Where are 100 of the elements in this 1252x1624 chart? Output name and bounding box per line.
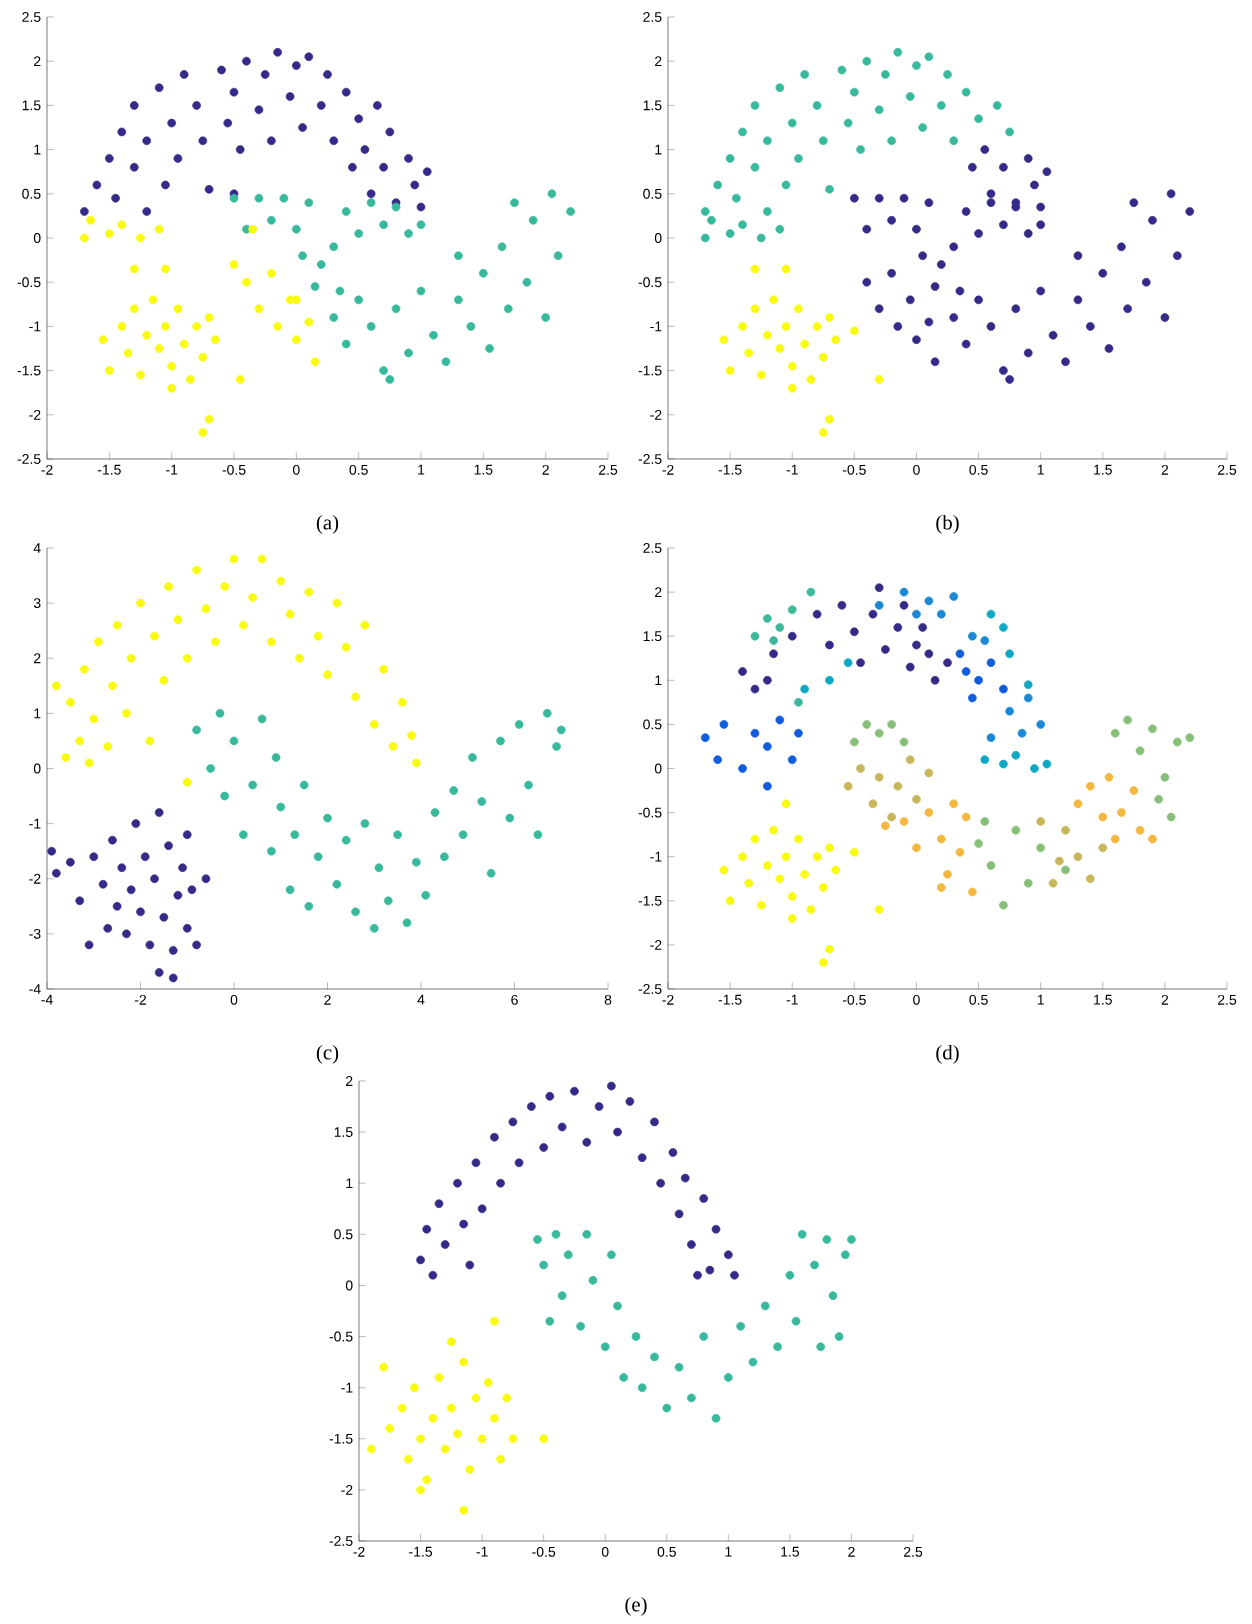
- y-tick-label: 1.5: [334, 1127, 353, 1137]
- point: [924, 649, 934, 659]
- point: [974, 114, 983, 123]
- point: [1023, 693, 1033, 703]
- point: [600, 1342, 610, 1352]
- point: [825, 843, 834, 853]
- point: [862, 56, 872, 66]
- y-tick-label: -1: [650, 321, 662, 332]
- x-tick-label: -2: [662, 994, 674, 1005]
- point: [459, 1505, 468, 1515]
- point: [874, 772, 884, 782]
- point: [503, 304, 513, 314]
- point: [150, 631, 159, 641]
- y-tick-label: 1.5: [643, 100, 662, 111]
- text: (a): [316, 514, 339, 534]
- point: [999, 759, 1008, 769]
- point: [140, 852, 150, 862]
- point: [385, 127, 395, 137]
- point: [466, 322, 476, 331]
- point: [267, 215, 276, 225]
- point: [986, 658, 996, 667]
- point: [316, 101, 326, 110]
- point: [385, 375, 395, 384]
- point: [1129, 786, 1139, 795]
- point: [168, 946, 178, 955]
- point: [533, 830, 543, 839]
- point: [483, 1378, 493, 1387]
- point: [335, 286, 345, 296]
- point: [103, 924, 113, 933]
- x-tick-label: 1.5: [1094, 994, 1112, 1005]
- x-tick-label: 1: [418, 464, 425, 475]
- y-tick-label: 0: [33, 763, 41, 774]
- point: [625, 1097, 635, 1106]
- point: [674, 1209, 684, 1219]
- point: [179, 70, 189, 79]
- y-tick-label: -1: [29, 321, 41, 332]
- point: [850, 87, 859, 97]
- point: [843, 781, 853, 791]
- point: [454, 251, 463, 261]
- point: [687, 1393, 696, 1403]
- point: [825, 313, 834, 322]
- point: [220, 582, 229, 591]
- point: [822, 1235, 832, 1244]
- point: [379, 220, 388, 230]
- x-tick-label: 4: [417, 994, 425, 1005]
- y-tick-label: 2: [34, 653, 41, 664]
- point: [273, 322, 282, 331]
- point: [1073, 799, 1083, 809]
- point: [763, 742, 772, 751]
- point: [943, 658, 952, 667]
- point: [360, 819, 370, 828]
- point: [874, 728, 884, 738]
- point: [313, 631, 323, 641]
- point: [769, 295, 778, 305]
- point: [391, 202, 401, 212]
- point: [818, 136, 828, 146]
- point: [887, 720, 896, 729]
- point: [351, 907, 360, 917]
- point: [527, 1102, 536, 1111]
- point: [104, 366, 114, 375]
- point: [164, 582, 173, 591]
- point: [1054, 856, 1064, 866]
- y-tick-label: -2.5: [17, 454, 41, 464]
- point: [379, 162, 388, 172]
- y-tick-label: 1: [34, 144, 41, 155]
- point: [812, 101, 822, 110]
- point: [800, 339, 809, 349]
- y-tick-label: -1.5: [17, 365, 41, 376]
- point: [553, 251, 563, 261]
- point: [1005, 649, 1014, 659]
- point: [828, 1291, 838, 1300]
- point: [239, 830, 248, 839]
- point: [974, 675, 983, 685]
- point: [840, 1250, 850, 1260]
- point: [1098, 843, 1108, 853]
- point: [756, 233, 766, 243]
- point: [397, 698, 407, 707]
- point: [440, 1444, 450, 1454]
- point: [360, 145, 370, 154]
- point: [471, 1158, 481, 1168]
- point: [422, 1224, 432, 1234]
- point: [136, 233, 145, 243]
- point: [186, 375, 195, 384]
- y-tick-label: 1: [34, 708, 41, 719]
- point: [738, 322, 747, 331]
- x-tick-label: 1.5: [474, 464, 493, 475]
- point: [271, 753, 281, 762]
- point: [674, 1362, 684, 1372]
- y-tick-label: -1: [650, 851, 662, 862]
- point: [329, 242, 339, 252]
- y-tick-label: 2: [346, 1076, 353, 1086]
- point: [229, 554, 239, 564]
- point: [738, 220, 747, 230]
- y-tick-label: -0.5: [638, 807, 662, 818]
- point: [986, 861, 996, 870]
- point: [239, 620, 248, 630]
- point: [769, 636, 778, 645]
- point: [192, 565, 201, 575]
- point: [52, 868, 61, 878]
- point: [1030, 764, 1039, 773]
